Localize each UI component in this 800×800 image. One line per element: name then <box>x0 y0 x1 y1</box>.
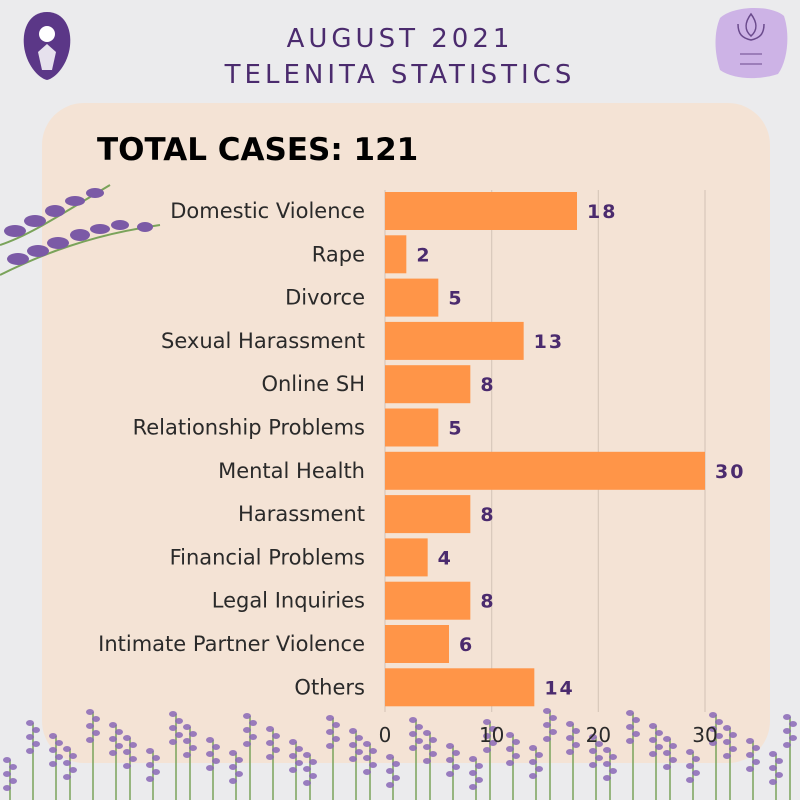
category-label: Divorce <box>285 286 365 310</box>
category-label: Harassment <box>238 502 365 526</box>
awam-logo-icon <box>23 12 71 80</box>
x-tick-label: 20 <box>586 723 611 747</box>
value-label: 8 <box>480 591 495 613</box>
category-label: Online SH <box>261 372 365 396</box>
bar <box>385 278 439 317</box>
value-label: 14 <box>544 677 574 699</box>
value-label: 6 <box>459 634 474 656</box>
category-label: Domestic Violence <box>170 199 365 223</box>
tabung-telenita-logo-icon <box>715 7 788 79</box>
bar <box>385 408 439 447</box>
bar <box>385 192 577 230</box>
value-label: 2 <box>416 244 431 266</box>
value-label: 18 <box>587 201 617 223</box>
bar <box>385 538 428 577</box>
value-label: 8 <box>480 504 495 526</box>
value-label: 5 <box>448 288 463 310</box>
value-label: 30 <box>715 461 745 483</box>
category-label: Intimate Partner Violence <box>98 632 365 656</box>
bar <box>385 495 471 534</box>
title-statistics: TELENITA STATISTICS <box>224 60 576 90</box>
category-label: Relationship Problems <box>133 416 365 440</box>
bar <box>385 451 705 490</box>
bar <box>385 365 471 404</box>
category-label: Financial Problems <box>170 545 365 569</box>
category-label: Legal Inquiries <box>212 589 365 613</box>
lavender-border-icon <box>3 708 797 800</box>
value-label: 5 <box>448 418 463 440</box>
category-label: Rape <box>312 242 365 266</box>
bar <box>385 321 524 360</box>
bar <box>385 581 471 620</box>
value-label: 4 <box>438 547 453 569</box>
lavender-decoration-icon <box>0 184 161 276</box>
bar <box>385 625 449 663</box>
value-label: 8 <box>480 374 495 396</box>
x-tick-label: 10 <box>479 723 504 747</box>
category-label: Sexual Harassment <box>161 329 365 353</box>
category-label: Others <box>294 675 365 699</box>
bar <box>385 668 535 707</box>
x-tick-label: 0 <box>379 723 392 747</box>
bar <box>385 235 407 274</box>
x-tick-label: 30 <box>692 723 717 747</box>
total-cases-heading: TOTAL CASES: 121 <box>97 132 419 168</box>
value-label: 13 <box>534 331 564 353</box>
category-label: Mental Health <box>218 459 365 483</box>
title-month: AUGUST 2021 <box>286 24 514 54</box>
